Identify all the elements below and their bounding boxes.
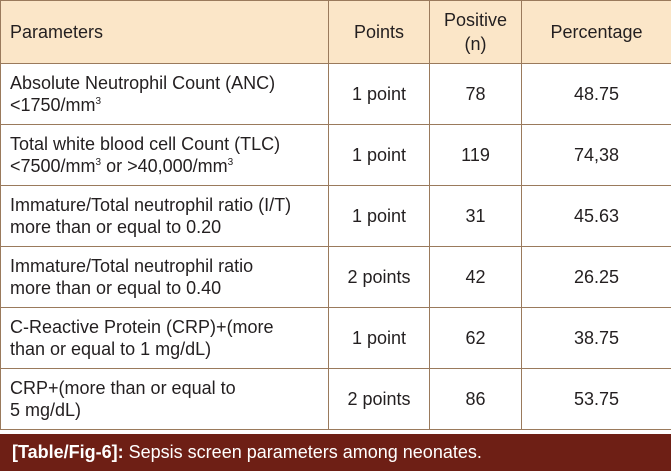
cell-parameter: Immature/Total neutrophil ratio (I/T) mor… [0,185,329,247]
cell-points: 1 point [328,63,430,125]
cell-positive: 31 [429,185,522,247]
caption-text: Sepsis screen parameters among neonates. [123,442,482,462]
header-positive: Positive (n) [429,0,522,64]
figure-caption: [Table/Fig-6]: Sepsis screen parameters … [0,434,671,471]
parameter-line-2-cont: or >40,000/mm [101,156,228,176]
table-row: Immature/Total neutrophil ratio more than… [0,246,671,308]
superscript: 3 [95,157,102,168]
parameter-line-1: Absolute Neutrophil Count (ANC) [10,73,276,93]
cell-parameter: Absolute Neutrophil Count (ANC) <1750/mm3 [0,63,329,125]
table-row: Immature/Total neutrophil ratio (I/T) mor… [0,185,671,247]
table-body: Absolute Neutrophil Count (ANC) <1750/mm3… [0,63,671,430]
cell-percentage: 38.75 [521,307,671,369]
parameter-line-2: <1750/mm [10,95,96,115]
cell-percentage: 45.63 [521,185,671,247]
cell-parameter: C-Reactive Protein (CRP)+(more than or eq… [0,307,329,369]
header-percentage: Percentage [521,0,671,64]
cell-positive: 62 [429,307,522,369]
cell-positive: 119 [429,124,522,186]
cell-parameter: Immature/Total neutrophil ratio more than… [0,246,329,308]
table-header-row: Parameters Points Positive (n) Percentag… [0,0,671,64]
cell-parameter: Total white blood cell Count (TLC) <7500/… [0,124,329,186]
cell-points: 1 point [328,124,430,186]
cell-percentage: 48.75 [521,63,671,125]
parameter-line-1: Total white blood cell Count (TLC) [10,134,281,154]
cell-points: 1 point [328,307,430,369]
parameter-line-1: C-Reactive Protein (CRP)+(more [10,317,274,337]
cell-points: 1 point [328,185,430,247]
cell-parameter: CRP+(more than or equal to 5 mg/dL) [0,368,329,430]
cell-percentage: 74,38 [521,124,671,186]
cell-percentage: 53.75 [521,368,671,430]
parameter-line-2: more than or equal to 0.40 [10,278,222,298]
cell-points: 2 points [328,246,430,308]
table-row: CRP+(more than or equal to 5 mg/dL) 2 poin… [0,368,671,430]
table-row: C-Reactive Protein (CRP)+(more than or eq… [0,307,671,369]
parameter-line-2: 5 mg/dL) [10,400,82,420]
table-row: Total white blood cell Count (TLC) <7500/… [0,124,671,186]
parameter-line-2: more than or equal to 0.20 [10,217,222,237]
table-row: Absolute Neutrophil Count (ANC) <1750/mm3… [0,63,671,125]
cell-positive: 86 [429,368,522,430]
cell-points: 2 points [328,368,430,430]
cell-positive: 78 [429,63,522,125]
parameter-line-2: than or equal to 1 mg/dL) [10,339,212,359]
caption-tag: [Table/Fig-6]: [12,442,124,462]
header-points: Points [328,0,430,64]
header-parameters: Parameters [0,0,329,64]
cell-percentage: 26.25 [521,246,671,308]
superscript: 3 [227,157,234,168]
parameter-line-1: CRP+(more than or equal to [10,378,236,398]
parameter-line-1: Immature/Total neutrophil ratio (I/T) [10,195,292,215]
cell-positive: 42 [429,246,522,308]
parameter-line-1: Immature/Total neutrophil ratio [10,256,254,276]
sepsis-parameters-table: Parameters Points Positive (n) Percentag… [0,0,671,430]
superscript: 3 [95,96,102,107]
parameter-line-2: <7500/mm [10,156,96,176]
